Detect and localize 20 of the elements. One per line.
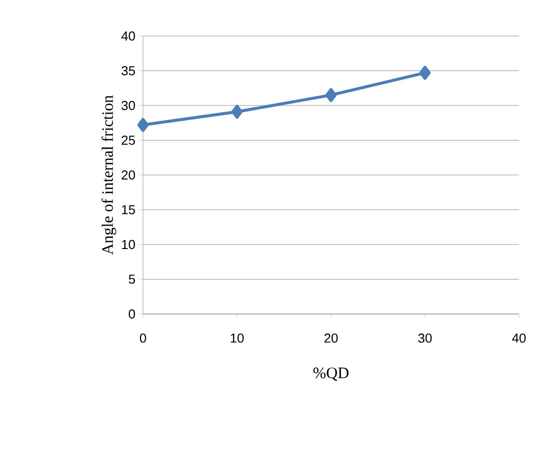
y-tick-label: 5 xyxy=(128,274,135,284)
y-tick-label: 40 xyxy=(121,31,135,41)
x-axis-title: %QD xyxy=(313,368,349,381)
y-tick-label: 25 xyxy=(122,136,135,145)
y-tick-label: 35 xyxy=(122,66,135,76)
y-tick-label: 20 xyxy=(122,170,135,180)
x-tick-label: 40 xyxy=(512,334,526,343)
y-axis-title: Angle of internal friction xyxy=(102,95,116,255)
point xyxy=(231,104,243,119)
x-tick-label: 30 xyxy=(418,334,432,343)
x-tick-label: 10 xyxy=(230,334,244,343)
x-tick-label: 0 xyxy=(140,334,146,343)
y-tick-label: 10 xyxy=(122,240,135,250)
y-tick-label: 30 xyxy=(122,100,135,110)
point xyxy=(137,118,149,132)
y-tick-label: 0 xyxy=(128,309,135,319)
point xyxy=(325,88,337,102)
x-tick-label: 20 xyxy=(324,334,338,343)
y-tick-label: 15 xyxy=(122,205,135,214)
point xyxy=(419,66,431,80)
